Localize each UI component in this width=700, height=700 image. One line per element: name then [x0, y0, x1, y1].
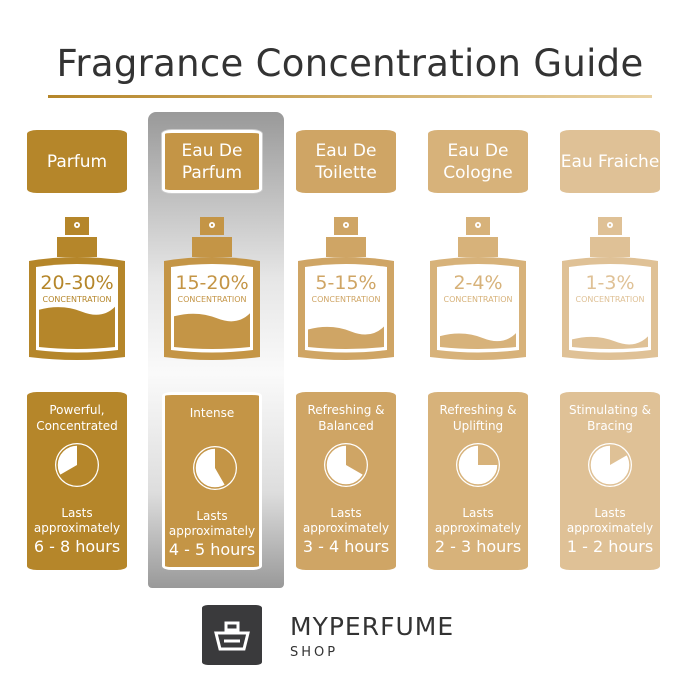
description: Refreshing & Uplifting — [439, 403, 517, 433]
page-title: Fragrance Concentration Guide — [56, 42, 644, 85]
longevity-card: Intense Lasts approximately 4 - 5 hours — [162, 392, 262, 570]
brand-sub: SHOP — [290, 645, 339, 660]
longevity-card: Refreshing & Uplifting Lasts approximate… — [428, 392, 528, 570]
type-name: Eau De Parfum — [162, 130, 262, 193]
description: Refreshing & Balanced — [307, 403, 385, 433]
clock-pie-icon — [324, 443, 368, 487]
clock-pie-icon — [588, 443, 632, 487]
bottle-icon — [430, 217, 526, 360]
liquid-level — [174, 313, 250, 349]
liquid-level — [39, 306, 115, 349]
lasts-label: Lasts approximately — [302, 506, 390, 535]
hours: 6 - 8 hours — [33, 537, 121, 556]
concentration-percent: 20-30% — [40, 272, 114, 294]
title-divider — [48, 95, 652, 98]
type-name: Eau De Toilette — [296, 130, 396, 193]
description: Powerful, Concentrated — [36, 403, 118, 433]
clock-pie-icon — [456, 443, 500, 487]
hours: 4 - 5 hours — [168, 540, 256, 559]
hours: 3 - 4 hours — [302, 537, 390, 556]
concentration-percent: 2-4% — [453, 272, 503, 294]
liquid-level — [572, 336, 648, 349]
concentration-label: CONCENTRATION — [42, 295, 112, 304]
bottle-icon — [29, 217, 125, 360]
lasts-label: Lasts approximately — [168, 509, 256, 538]
bottle-icon — [298, 217, 394, 360]
type-name: Eau De Cologne — [428, 130, 528, 193]
type-name: Parfum — [27, 130, 127, 193]
clock-pie-icon — [193, 446, 237, 490]
concentration-label: CONCENTRATION — [311, 295, 381, 304]
hours: 1 - 2 hours — [566, 537, 654, 556]
lasts-label: Lasts approximately — [566, 506, 654, 535]
longevity-card: Powerful, Concentrated Lasts approximate… — [27, 392, 127, 570]
description: Stimulating & Bracing — [568, 403, 652, 433]
bottle-icon — [562, 217, 658, 360]
concentration-percent: 1-3% — [585, 272, 635, 294]
description: Intense — [189, 406, 235, 420]
liquid-level — [440, 333, 516, 349]
lasts-label: Lasts approximately — [434, 506, 522, 535]
liquid-level — [308, 326, 384, 349]
lasts-label: Lasts approximately — [33, 506, 121, 535]
type-name: Eau Fraiche — [560, 130, 660, 193]
concentration-percent: 5-15% — [315, 272, 377, 294]
longevity-card: Refreshing & Balanced Lasts approximatel… — [296, 392, 396, 570]
concentration-percent: 15-20% — [175, 272, 249, 294]
concentration-label: CONCENTRATION — [575, 295, 645, 304]
clock-pie-icon — [55, 443, 99, 487]
concentration-label: CONCENTRATION — [177, 295, 247, 304]
brand-name: MYPERFUME — [290, 612, 455, 641]
bottle-icon — [164, 217, 260, 360]
longevity-card: Stimulating & Bracing Lasts approximatel… — [560, 392, 660, 570]
logo-icon — [202, 605, 262, 665]
concentration-label: CONCENTRATION — [443, 295, 513, 304]
hours: 2 - 3 hours — [434, 537, 522, 556]
